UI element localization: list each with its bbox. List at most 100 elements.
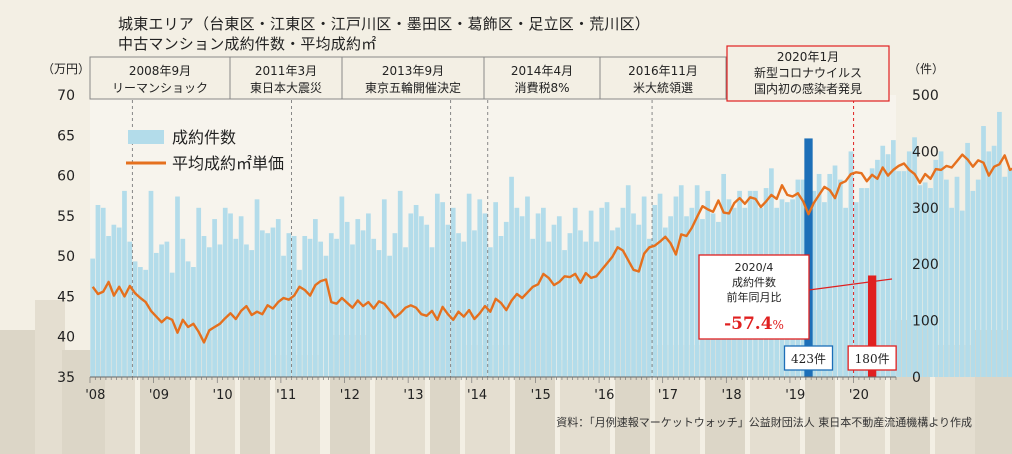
left-tick-label: 55 bbox=[57, 209, 75, 225]
bar bbox=[944, 179, 949, 377]
left-tick-label: 45 bbox=[57, 289, 75, 305]
bar bbox=[514, 207, 520, 377]
bar bbox=[551, 224, 557, 377]
bar bbox=[837, 179, 843, 377]
bar bbox=[832, 165, 838, 377]
bar bbox=[116, 227, 122, 377]
bar bbox=[450, 207, 456, 377]
bar bbox=[689, 207, 695, 377]
bar bbox=[848, 151, 854, 377]
bar bbox=[180, 238, 186, 377]
bar bbox=[350, 244, 355, 377]
bar bbox=[281, 255, 286, 377]
bar bbox=[694, 185, 700, 377]
bar bbox=[387, 255, 392, 377]
bar bbox=[678, 185, 684, 377]
bar bbox=[323, 255, 329, 377]
x-tick-label: '17 bbox=[658, 388, 678, 403]
chart-title-line2: 中古マンション成約件数・平均成約㎡ bbox=[118, 35, 377, 53]
left-tick-label: 65 bbox=[57, 128, 75, 144]
bar bbox=[419, 216, 424, 377]
bar bbox=[376, 250, 382, 377]
bar bbox=[244, 244, 249, 377]
bar bbox=[684, 216, 689, 377]
bar bbox=[472, 230, 477, 377]
bar bbox=[615, 227, 620, 377]
bar bbox=[912, 137, 917, 377]
bar bbox=[164, 241, 170, 377]
event-label-line2: 東日本大震災 bbox=[250, 81, 322, 95]
bar bbox=[366, 213, 371, 377]
bar bbox=[525, 196, 530, 377]
bar bbox=[901, 171, 907, 377]
callout-box bbox=[698, 254, 810, 340]
bar bbox=[143, 269, 149, 377]
bar bbox=[816, 173, 822, 377]
highlight-bar bbox=[867, 275, 877, 377]
bar bbox=[869, 168, 875, 377]
bar bbox=[127, 241, 133, 377]
bar bbox=[233, 238, 239, 377]
bar bbox=[445, 224, 451, 377]
bar bbox=[822, 202, 827, 377]
event-label-line2: 米大統領選 bbox=[633, 80, 693, 95]
bar bbox=[328, 233, 334, 377]
skyline-building bbox=[0, 330, 40, 454]
bar bbox=[297, 269, 302, 377]
left-axis-unit: （万円） bbox=[42, 62, 90, 76]
event-label-line1: 2014年4月 bbox=[511, 64, 573, 78]
bar bbox=[986, 151, 992, 377]
bar bbox=[1007, 168, 1012, 377]
x-tick-label: '16 bbox=[594, 388, 614, 403]
left-tick-label: 70 bbox=[57, 88, 75, 104]
bar bbox=[896, 171, 902, 377]
right-axis-unit: （件） bbox=[908, 62, 944, 76]
bar bbox=[148, 190, 154, 377]
bar bbox=[206, 247, 212, 377]
legend-bar-swatch bbox=[128, 130, 164, 144]
event-label-line2: リーマンショック bbox=[112, 81, 208, 95]
bar bbox=[657, 193, 663, 377]
bar bbox=[928, 188, 933, 377]
bar bbox=[286, 233, 292, 377]
bar bbox=[191, 267, 196, 377]
bar bbox=[259, 230, 265, 377]
bar bbox=[275, 219, 281, 377]
bar bbox=[652, 204, 658, 377]
covid-event-line1: 2020年1月 bbox=[777, 50, 839, 64]
bar bbox=[938, 151, 944, 377]
highlight-label: 423件 bbox=[791, 352, 826, 366]
bar bbox=[307, 238, 313, 377]
bar bbox=[318, 241, 324, 377]
skyline-building bbox=[35, 300, 65, 454]
chart-title-line1: 城東エリア（台東区・江東区・江戸川区・墨田区・葛飾区・足立区・荒川区） bbox=[118, 15, 651, 33]
bar bbox=[344, 221, 350, 377]
bar bbox=[466, 193, 472, 377]
bar bbox=[254, 199, 260, 377]
bar bbox=[228, 213, 233, 377]
bar bbox=[933, 159, 939, 377]
left-tick-label: 40 bbox=[57, 330, 75, 346]
bar bbox=[456, 233, 461, 377]
bar bbox=[620, 207, 626, 377]
bar bbox=[360, 230, 366, 377]
left-tick-label: 50 bbox=[57, 249, 75, 265]
left-tick-label: 35 bbox=[57, 370, 75, 386]
bar bbox=[434, 193, 440, 377]
right-tick-label: 100 bbox=[912, 314, 939, 330]
bar bbox=[238, 216, 244, 377]
x-tick-label: '20 bbox=[849, 388, 869, 403]
bar bbox=[906, 151, 912, 377]
bar bbox=[647, 238, 652, 377]
bar bbox=[917, 185, 923, 377]
bar bbox=[509, 176, 514, 377]
bar bbox=[482, 213, 488, 377]
callout-value-number: -57.4 bbox=[724, 314, 773, 334]
bar bbox=[541, 207, 546, 377]
bar bbox=[949, 207, 955, 377]
right-tick-label: 200 bbox=[912, 257, 939, 273]
callout-line1: 2020/4 bbox=[735, 261, 774, 274]
bar bbox=[270, 227, 276, 377]
bar bbox=[403, 247, 408, 377]
